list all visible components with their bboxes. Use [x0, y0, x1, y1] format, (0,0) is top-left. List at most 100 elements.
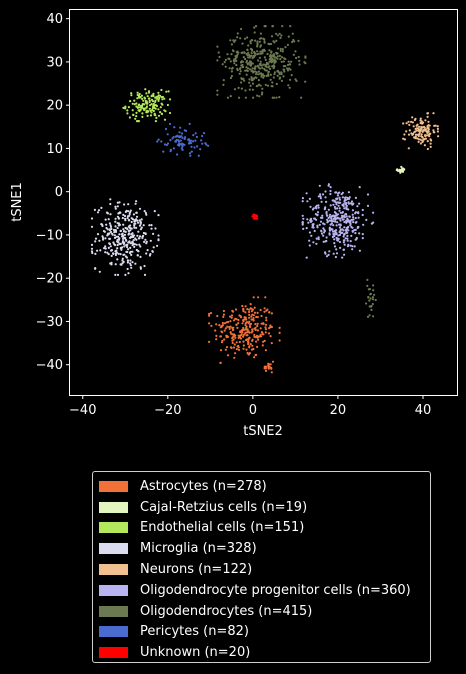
data-point [326, 214, 329, 217]
data-point [426, 115, 429, 118]
data-point [242, 340, 245, 343]
data-point [124, 273, 127, 276]
data-point [301, 200, 304, 203]
data-point [324, 190, 327, 193]
data-point [123, 233, 126, 236]
data-point [266, 84, 270, 87]
data-point [350, 226, 353, 229]
data-point [98, 239, 101, 242]
data-point [248, 316, 251, 319]
data-point [361, 237, 364, 240]
data-point [144, 238, 147, 241]
data-point [222, 315, 225, 318]
data-point [150, 103, 153, 106]
data-point [278, 326, 281, 329]
data-point [324, 240, 327, 243]
data-point [335, 203, 338, 206]
data-point [278, 331, 281, 334]
data-point [141, 97, 144, 100]
data-point [250, 76, 253, 79]
data-point [124, 219, 127, 222]
data-point [220, 330, 223, 333]
data-point [268, 43, 271, 46]
data-point [245, 318, 248, 321]
data-point [269, 59, 273, 62]
data-point [132, 213, 135, 216]
data-point [253, 217, 256, 220]
data-point [267, 71, 270, 74]
data-point [250, 331, 253, 334]
data-point [282, 60, 285, 63]
data-point [222, 313, 225, 316]
data-point [244, 89, 247, 92]
data-point [163, 97, 166, 100]
data-point [252, 71, 255, 74]
data-point [343, 220, 346, 224]
data-point [161, 98, 164, 101]
data-point [424, 119, 427, 122]
data-point [138, 224, 142, 227]
data-point [177, 140, 181, 143]
data-point [291, 32, 294, 35]
data-point [126, 245, 129, 249]
data-point [130, 235, 133, 238]
data-point [187, 138, 190, 141]
data-point [267, 366, 270, 369]
data-point [328, 215, 331, 218]
data-point [238, 72, 241, 75]
data-point [403, 168, 406, 171]
data-point [266, 52, 269, 56]
data-point [256, 94, 259, 97]
data-point [337, 234, 340, 237]
data-point [166, 103, 169, 107]
data-point [190, 139, 193, 142]
data-point [157, 114, 161, 117]
data-point [115, 251, 118, 254]
data-point [342, 218, 345, 221]
legend-label: Neurons (n=122) [140, 562, 253, 578]
y-tick-label: 10 [46, 142, 63, 157]
series-6 [216, 25, 377, 318]
data-point [116, 273, 120, 276]
data-point [418, 125, 421, 128]
series-2 [122, 88, 172, 123]
data-point [308, 244, 311, 247]
data-point [259, 44, 263, 47]
data-point [114, 230, 118, 233]
data-point [133, 245, 136, 248]
data-point [110, 262, 113, 265]
data-point [133, 222, 136, 226]
data-point [230, 74, 233, 78]
data-point [241, 51, 244, 54]
data-point [275, 96, 278, 99]
data-point [371, 302, 374, 306]
data-point [403, 133, 406, 136]
data-point [427, 128, 430, 131]
data-point [346, 234, 349, 237]
data-point [345, 231, 348, 234]
data-point [287, 84, 290, 87]
data-point [181, 136, 184, 139]
data-point [154, 114, 157, 117]
data-point [368, 299, 371, 302]
data-point [407, 147, 410, 150]
data-point [155, 116, 158, 119]
data-point [167, 90, 170, 93]
data-point [184, 136, 187, 139]
data-point [175, 138, 178, 142]
data-point [251, 339, 254, 342]
data-point [262, 76, 265, 79]
data-point [243, 328, 246, 331]
data-point [334, 255, 337, 259]
data-point [131, 109, 134, 112]
data-point [298, 59, 301, 63]
data-point [157, 91, 160, 94]
data-point [147, 91, 151, 94]
y-tick-label: 0 [55, 185, 63, 200]
data-point [135, 120, 139, 123]
data-point [335, 214, 338, 217]
data-point [366, 315, 370, 318]
data-point [286, 63, 290, 66]
data-point [236, 32, 239, 35]
data-point [362, 223, 365, 226]
